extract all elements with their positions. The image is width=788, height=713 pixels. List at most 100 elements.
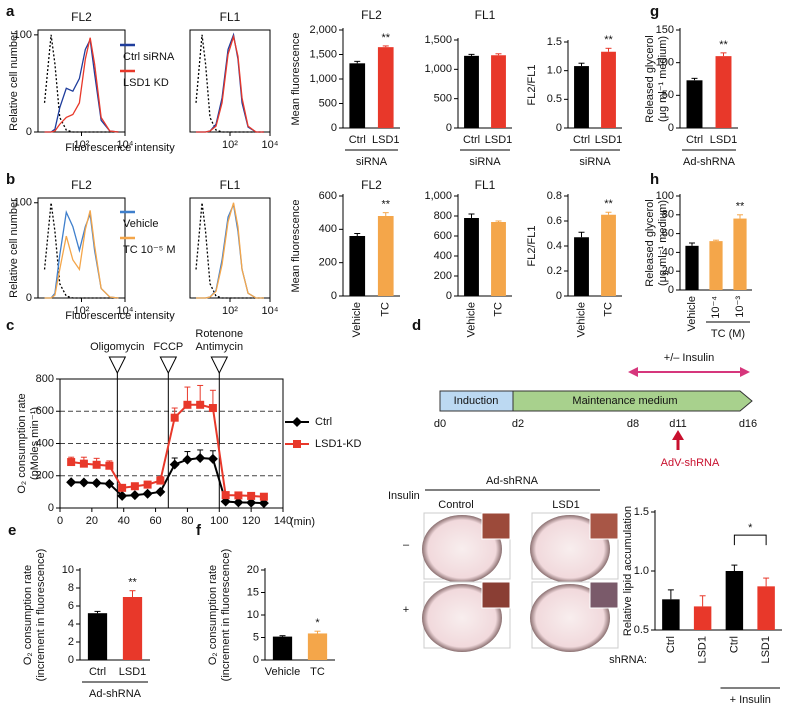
point bbox=[183, 400, 192, 409]
chart-title: FL2 bbox=[361, 8, 382, 22]
point bbox=[169, 459, 180, 470]
day-label: d0 bbox=[434, 418, 446, 430]
inset bbox=[481, 512, 511, 540]
panel-letter: h bbox=[650, 171, 659, 188]
panel-letter: e bbox=[8, 522, 16, 539]
y-axis-label: (pMoles min⁻¹) bbox=[29, 407, 41, 480]
bar bbox=[464, 55, 479, 129]
y-tick-label: 1.5 bbox=[634, 506, 649, 518]
y-tick-label: 2 bbox=[68, 636, 74, 648]
image-group: Ad-shRNA bbox=[486, 475, 539, 487]
x-tick-label: LSD1 bbox=[119, 666, 147, 678]
significance: ** bbox=[381, 32, 390, 44]
y-tick-label: 1,500 bbox=[309, 48, 337, 60]
point bbox=[78, 477, 89, 488]
y-axis-label: O₂ consumption rate bbox=[22, 565, 34, 665]
series-line bbox=[44, 37, 119, 133]
legend-label: LSD1-KD bbox=[315, 438, 362, 450]
point bbox=[118, 483, 127, 492]
bar bbox=[122, 597, 143, 660]
significance: * bbox=[315, 617, 320, 629]
group-label: + Insulin bbox=[730, 694, 771, 706]
point bbox=[156, 476, 165, 485]
y-tick-label: 400 bbox=[319, 223, 337, 235]
bar bbox=[272, 636, 293, 660]
x-tick-label: Vehicle bbox=[351, 302, 363, 337]
panel-letter: c bbox=[6, 317, 14, 334]
y-tick-label: 0 bbox=[68, 654, 74, 666]
y-axis-label: Released glycerol bbox=[644, 199, 656, 286]
plot-frame bbox=[37, 29, 126, 133]
y-tick-label: 20 bbox=[662, 265, 674, 277]
bar bbox=[686, 80, 703, 128]
y-axis-label: O₂ consumption rate bbox=[207, 565, 219, 665]
y-tick-label: 0 bbox=[556, 290, 562, 302]
y-tick-label: 8 bbox=[68, 582, 74, 594]
y-tick-label: 0 bbox=[26, 292, 32, 304]
point bbox=[104, 478, 115, 489]
bar bbox=[601, 214, 616, 296]
x-tick-label: LSD1 bbox=[485, 134, 513, 146]
injection-label: Oligomycin bbox=[90, 341, 144, 353]
injection-label: Antimycin bbox=[195, 341, 243, 353]
legend-label: LSD1 KD bbox=[123, 77, 169, 89]
legend-label: Ctrl siRNA bbox=[123, 51, 175, 63]
x-tick-label: 0 bbox=[57, 515, 63, 527]
injection-label: AdV-shRNA bbox=[661, 457, 720, 469]
x-tick-label: 60 bbox=[149, 515, 161, 527]
bar bbox=[464, 218, 479, 296]
point bbox=[196, 400, 205, 409]
bar bbox=[709, 241, 723, 290]
x-tick-label: 100 bbox=[210, 515, 228, 527]
series-line bbox=[43, 202, 119, 299]
bar bbox=[574, 66, 589, 128]
y-tick-label: 200 bbox=[36, 470, 54, 482]
y-axis-label: (μg ml⁻¹ medium) bbox=[657, 200, 669, 286]
y-tick-label: 10 bbox=[62, 564, 74, 576]
x-tick-label: LSD1 bbox=[710, 134, 738, 146]
y-tick-label: 0 bbox=[48, 502, 54, 514]
series-line bbox=[43, 34, 119, 133]
y-tick-label: 2,000 bbox=[309, 24, 337, 36]
y-tick-label: 4 bbox=[68, 618, 74, 630]
inset bbox=[589, 581, 619, 609]
image-column: Control bbox=[438, 499, 473, 511]
panel-d-diagram: d +/– Insulin Induction Maintenance medi… bbox=[388, 317, 757, 652]
chart-title: FL1 bbox=[475, 178, 496, 192]
x-tick-label: Ctrl bbox=[349, 134, 366, 146]
bar bbox=[733, 218, 747, 290]
y-tick-label: 0.5 bbox=[547, 93, 562, 105]
y-tick-label: 20 bbox=[247, 564, 259, 576]
series-line bbox=[44, 37, 119, 133]
panel-letter: f bbox=[196, 522, 202, 539]
significance-bracket bbox=[733, 534, 767, 546]
point bbox=[207, 453, 218, 464]
point bbox=[259, 492, 268, 501]
x-axis-label: Fluorescence intensity bbox=[65, 310, 175, 322]
x-tick-label: 10² bbox=[222, 139, 238, 151]
x-tick-label: 120 bbox=[242, 515, 260, 527]
inset bbox=[481, 581, 511, 609]
y-axis-label: (μg ml⁻¹ medium) bbox=[657, 36, 669, 122]
bar bbox=[574, 237, 589, 296]
y-tick-label: 400 bbox=[36, 437, 54, 449]
bar bbox=[601, 51, 616, 128]
x-tick-label: 10² bbox=[74, 305, 90, 317]
chart-title: FL2 bbox=[361, 178, 382, 192]
significance: ** bbox=[736, 201, 745, 213]
x-tick-label: 40 bbox=[118, 515, 130, 527]
y-tick-label: 200 bbox=[319, 257, 337, 269]
x-tick-label: TC bbox=[380, 302, 392, 317]
chart-title: FL2 bbox=[71, 178, 92, 192]
y-tick-label: 600 bbox=[319, 190, 337, 202]
point bbox=[92, 460, 101, 469]
y-tick-label: 600 bbox=[434, 230, 452, 242]
bar bbox=[715, 56, 732, 129]
y-axis-label: FL2/FL1 bbox=[526, 65, 538, 106]
y-tick-label: 15 bbox=[247, 586, 259, 598]
y-tick-label: 0.2 bbox=[547, 265, 562, 277]
y-tick-label: 150 bbox=[656, 24, 674, 36]
point bbox=[195, 453, 206, 464]
y-tick-label: 0 bbox=[446, 122, 452, 134]
